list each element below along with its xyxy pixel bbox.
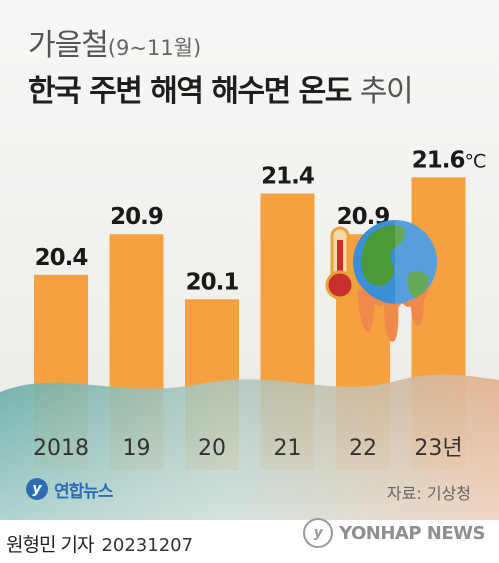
season-label: 가을철 <box>28 28 109 63</box>
period-label: (9~11월) <box>107 36 202 60</box>
watermark: y YONHAP NEWS <box>303 518 485 548</box>
title-light: 추이 <box>359 74 414 109</box>
publish-date: 20231207 <box>101 535 194 556</box>
x-tick-label: 22 <box>349 436 377 461</box>
x-tick-label: 23년 <box>414 436 462 461</box>
source-note: 자료: 기상청 <box>386 484 471 503</box>
unit-label: °C <box>464 150 486 172</box>
x-tick-label: 20 <box>198 436 226 461</box>
footer: 원형민 기자 20231207 y YONHAP NEWS <box>0 518 499 563</box>
logo-text: 연합뉴스 <box>54 481 114 502</box>
title-bold: 한국 주변 해역 해수면 온도 <box>28 74 352 109</box>
thermometer-icon <box>325 226 355 300</box>
bar-chart: 20.420.920.121.420.921.6°C 2018 19 20 21 22 2… <box>0 147 499 520</box>
x-tick-label: 19 <box>123 436 151 461</box>
x-tick-label: 21 <box>274 436 302 461</box>
chart-supertitle: 가을철(9~11월) <box>28 20 201 64</box>
bar-value-label: 20.9 <box>110 204 163 230</box>
bar-value-label: 20.1 <box>186 269 239 295</box>
chart-title: 한국 주변 해역 해수면 온도 추이 <box>28 66 414 110</box>
bar-value-label: 20.4 <box>35 245 88 271</box>
bar-value-label: 21.6°C <box>412 147 486 173</box>
reporter-line: 원형민 기자 20231207 <box>6 530 193 557</box>
yonhap-logo: y 연합뉴스 <box>26 476 114 502</box>
sea-wave-highlight <box>0 374 499 520</box>
bar-value-label: 21.4 <box>261 164 314 190</box>
x-tick-label: 2018 <box>33 436 89 461</box>
yonhap-logo-icon: y <box>26 478 48 500</box>
globe-melting-icon <box>353 220 437 342</box>
infographic-card: 20.4 20.9 20.1 21.4 20.9 21.6°C 2018 19 20 21 22 2… <box>0 0 499 520</box>
watermark-text: YONHAP NEWS <box>339 522 485 544</box>
reporter-name: 원형민 기자 <box>6 534 94 556</box>
watermark-logo-icon: y <box>303 518 334 548</box>
